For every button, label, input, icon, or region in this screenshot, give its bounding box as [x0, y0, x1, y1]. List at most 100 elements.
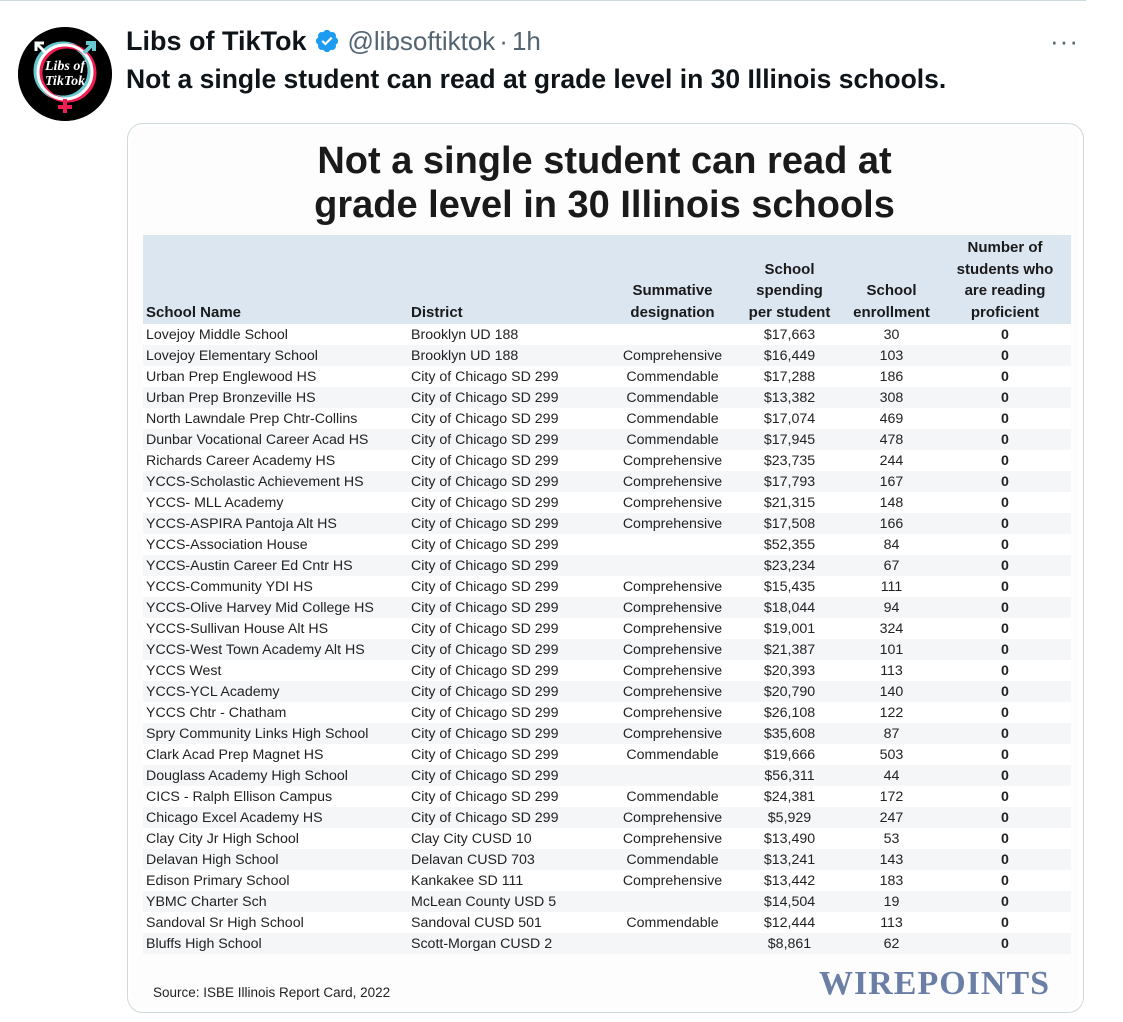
- cell-enrollment: 67: [844, 555, 939, 576]
- cell-spending: $23,234: [735, 555, 844, 576]
- cell-proficient: 0: [939, 849, 1071, 870]
- cell-district: City of Chicago SD 299: [408, 786, 610, 807]
- cell-district: City of Chicago SD 299: [408, 660, 610, 681]
- cell-spending: $24,381: [735, 786, 844, 807]
- cell-spending: $23,735: [735, 450, 844, 471]
- infographic-title: Not a single student can read at grade l…: [131, 139, 1078, 227]
- cell-designation: Comprehensive: [610, 450, 735, 471]
- cell-school-name: YCCS Chtr - Chatham: [143, 702, 408, 723]
- cell-district: City of Chicago SD 299: [408, 702, 610, 723]
- avatar[interactable]: Libs of TikTok: [18, 27, 112, 121]
- cell-proficient: 0: [939, 429, 1071, 450]
- header-spending-2: spending: [756, 282, 823, 299]
- table-row: Sandoval Sr High School Sandoval CUSD 501…: [143, 912, 1071, 933]
- cell-enrollment: 19: [844, 891, 939, 912]
- cell-enrollment: 87: [844, 723, 939, 744]
- cell-designation: Commendable: [610, 786, 735, 807]
- cell-district: City of Chicago SD 299: [408, 366, 610, 387]
- table-row: YBMC Charter Sch McLean County USD 5 $14,5…: [143, 891, 1071, 912]
- cell-spending: $19,666: [735, 744, 844, 765]
- table-row: YCCS-Olive Harvey Mid College HS City of …: [143, 597, 1071, 618]
- cell-district: Sandoval CUSD 501: [408, 912, 610, 933]
- cell-enrollment: 503: [844, 744, 939, 765]
- table-row: YCCS-YCL Academy City of Chicago SD 299 Co…: [143, 681, 1071, 702]
- cell-spending: $21,387: [735, 639, 844, 660]
- cell-designation: Comprehensive: [610, 681, 735, 702]
- table-row: Chicago Excel Academy HS City of Chicago …: [143, 807, 1071, 828]
- cell-proficient: 0: [939, 597, 1071, 618]
- table-body: Lovejoy Middle School Brooklyn UD 188 $17,…: [143, 324, 1071, 954]
- cell-district: Delavan CUSD 703: [408, 849, 610, 870]
- cell-school-name: Bluffs High School: [143, 933, 408, 954]
- display-name[interactable]: Libs of TikTok: [126, 25, 307, 56]
- cell-designation: Comprehensive: [610, 660, 735, 681]
- cell-designation: Comprehensive: [610, 807, 735, 828]
- table-row: Lovejoy Middle School Brooklyn UD 188 $17,…: [143, 324, 1071, 345]
- cell-district: Brooklyn UD 188: [408, 345, 610, 366]
- table-row: Spry Community Links High School City of …: [143, 723, 1071, 744]
- cell-proficient: 0: [939, 450, 1071, 471]
- cell-school-name: YCCS-YCL Academy: [143, 681, 408, 702]
- table-row: Lovejoy Elementary School Brooklyn UD 188…: [143, 345, 1071, 366]
- header-designation-2: designation: [630, 303, 715, 321]
- cell-spending: $12,444: [735, 912, 844, 933]
- header-school-name: School Name: [146, 303, 242, 321]
- cell-school-name: Lovejoy Middle School: [143, 324, 408, 345]
- cell-designation: Commendable: [610, 849, 735, 870]
- cell-district: Brooklyn UD 188: [408, 324, 610, 345]
- cell-district: City of Chicago SD 299: [408, 387, 610, 408]
- cell-school-name: YCCS-Austin Career Ed Cntr HS: [143, 555, 408, 576]
- header-proficient-2: students who: [956, 260, 1054, 278]
- cell-district: City of Chicago SD 299: [408, 555, 610, 576]
- cell-spending: $17,074: [735, 408, 844, 429]
- cell-district: Scott-Morgan CUSD 2: [408, 933, 610, 954]
- header-proficient-4: proficient: [970, 303, 1040, 321]
- cell-proficient: 0: [939, 681, 1071, 702]
- wirepoints-logo: WIREPOINTS: [819, 965, 1051, 1002]
- table-row: YCCS- MLL Academy City of Chicago SD 299 C…: [143, 492, 1071, 513]
- tweet-media-image[interactable]: Not a single student can read at grade l…: [127, 123, 1084, 1013]
- table-row: Edison Primary School Kankakee SD 111 Comp…: [143, 870, 1071, 891]
- header-enrollment: School enrollment: [844, 235, 939, 324]
- separator-dot: ·: [499, 25, 508, 56]
- cell-district: City of Chicago SD 299: [408, 513, 610, 534]
- cell-district: City of Chicago SD 299: [408, 681, 610, 702]
- cell-spending: $5,929: [735, 807, 844, 828]
- handle[interactable]: @libsoftiktok: [347, 25, 496, 56]
- verified-badge-icon[interactable]: [314, 28, 340, 54]
- cell-district: City of Chicago SD 299: [408, 765, 610, 786]
- cell-enrollment: 30: [844, 324, 939, 345]
- cell-spending: $17,508: [735, 513, 844, 534]
- cell-designation: Commendable: [610, 366, 735, 387]
- table-row: Clay City Jr High School Clay City CUSD 1…: [143, 828, 1071, 849]
- cell-spending: $17,288: [735, 366, 844, 387]
- tweet-header: Libs of TikTok @libsoftiktok · 1h: [126, 24, 541, 58]
- cell-district: City of Chicago SD 299: [408, 534, 610, 555]
- table-row: YCCS Chtr - Chatham City of Chicago SD 29…: [143, 702, 1071, 723]
- cell-proficient: 0: [939, 471, 1071, 492]
- cell-school-name: YCCS-Community YDI HS: [143, 576, 408, 597]
- cell-enrollment: 148: [844, 492, 939, 513]
- cell-enrollment: 244: [844, 450, 939, 471]
- cell-school-name: YCCS- MLL Academy: [143, 492, 408, 513]
- cell-school-name: YCCS-West Town Academy Alt HS: [143, 639, 408, 660]
- cell-designation: Commendable: [610, 408, 735, 429]
- header-enrollment-1: School: [866, 282, 917, 299]
- cell-designation: [610, 933, 735, 954]
- cell-spending: $35,608: [735, 723, 844, 744]
- cell-spending: $17,793: [735, 471, 844, 492]
- cell-school-name: YCCS-Scholastic Achievement HS: [143, 471, 408, 492]
- cell-proficient: 0: [939, 765, 1071, 786]
- timestamp[interactable]: 1h: [511, 25, 541, 56]
- cell-enrollment: 143: [844, 849, 939, 870]
- cell-designation: Comprehensive: [610, 723, 735, 744]
- header-proficient: Number of students who are reading profi…: [939, 235, 1071, 324]
- more-options-icon[interactable]: ···: [1050, 26, 1079, 56]
- cell-proficient: 0: [939, 639, 1071, 660]
- cell-designation: Comprehensive: [610, 597, 735, 618]
- divider: [0, 0, 1086, 1]
- cell-spending: $13,490: [735, 828, 844, 849]
- header-proficient-3: are reading: [964, 282, 1046, 299]
- cell-proficient: 0: [939, 702, 1071, 723]
- cell-enrollment: 62: [844, 933, 939, 954]
